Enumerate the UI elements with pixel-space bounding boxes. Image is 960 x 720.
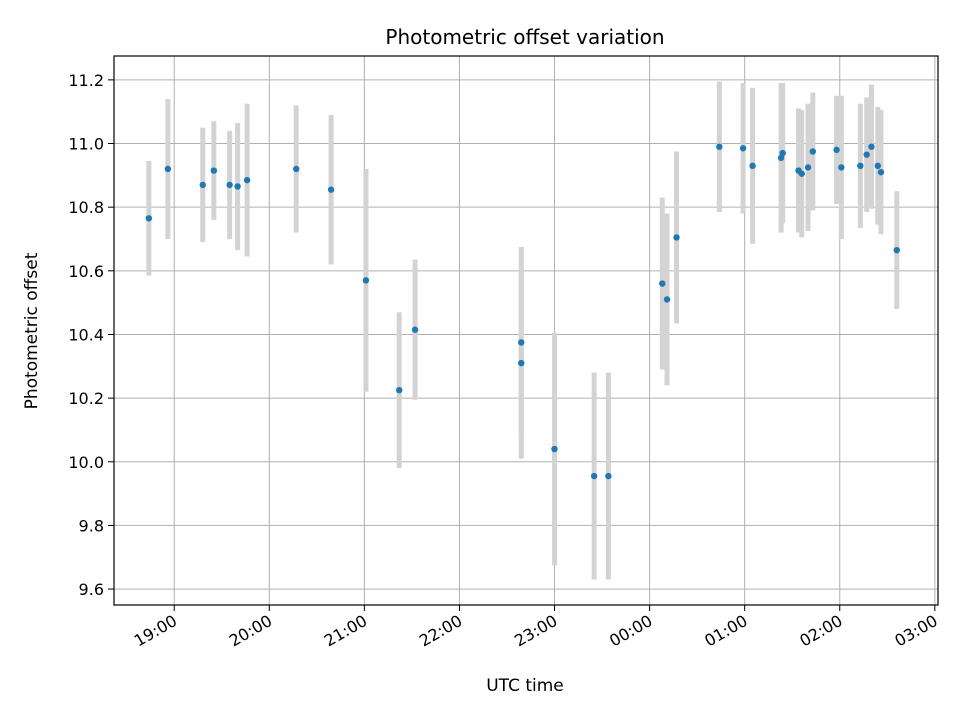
data-point (809, 148, 817, 155)
x-tick-label: 01:00 (701, 611, 750, 651)
data-point (243, 176, 251, 184)
plot-frame (113, 55, 939, 606)
data-point (716, 143, 723, 150)
data-point (739, 145, 747, 152)
data-points (145, 143, 900, 480)
x-axis-ticks: 19:00 20:00 21:00 22:00 23:00 00:00 01:00 02:00… (131, 605, 941, 651)
data-point (605, 472, 612, 480)
data-point (551, 445, 558, 453)
y-axis-ticks: 9.6 9.8 10.0 10.2 10.4 10.6 10.8 11.0 11.2 (68, 71, 114, 599)
data-point (868, 143, 875, 150)
y-tick-label: 11.2 (68, 71, 104, 90)
data-point (518, 359, 525, 367)
data-point (145, 215, 153, 222)
y-tick-label: 10.8 (68, 198, 104, 217)
data-point (210, 167, 218, 174)
data-point (293, 165, 300, 173)
data-point (863, 151, 870, 158)
data-point (663, 296, 671, 303)
y-tick-label: 9.6 (79, 580, 104, 599)
data-point (362, 277, 370, 284)
y-tick-label: 10.6 (68, 262, 104, 281)
data-point (833, 146, 840, 154)
chart-title: Photometric offset variation (385, 25, 664, 49)
data-point (327, 186, 335, 193)
y-tick-label: 10.2 (68, 389, 104, 408)
data-point (877, 168, 885, 176)
x-axis-title: UTC time (486, 676, 564, 696)
y-tick-label: 9.8 (79, 516, 104, 535)
data-point (779, 149, 786, 157)
data-point (804, 164, 812, 171)
data-point (798, 170, 805, 177)
data-point (838, 164, 845, 171)
data-point (396, 386, 403, 394)
data-point (234, 183, 241, 190)
data-point (164, 165, 172, 173)
data-point (518, 339, 525, 346)
data-point (590, 472, 598, 480)
y-tick-label: 11.0 (68, 135, 104, 154)
data-point (226, 181, 233, 189)
x-tick-label: 19:00 (131, 611, 180, 651)
x-tick-label: 21:00 (321, 611, 370, 651)
y-axis-title: Photometric offset (22, 252, 42, 409)
x-tick-label: 00:00 (606, 611, 655, 651)
data-point (673, 234, 680, 241)
data-point (411, 326, 419, 333)
x-tick-label: 02:00 (796, 611, 845, 651)
x-tick-label: 03:00 (891, 611, 940, 651)
data-point (893, 246, 900, 254)
data-point (857, 162, 864, 169)
y-tick-label: 10.0 (68, 453, 104, 472)
data-point (659, 280, 666, 287)
data-point (199, 181, 206, 189)
x-tick-label: 22:00 (416, 611, 465, 651)
data-point (749, 162, 756, 169)
x-tick-label: 20:00 (226, 611, 275, 651)
x-tick-label: 23:00 (511, 611, 560, 651)
data-point (874, 162, 881, 169)
y-tick-label: 10.4 (68, 325, 104, 344)
